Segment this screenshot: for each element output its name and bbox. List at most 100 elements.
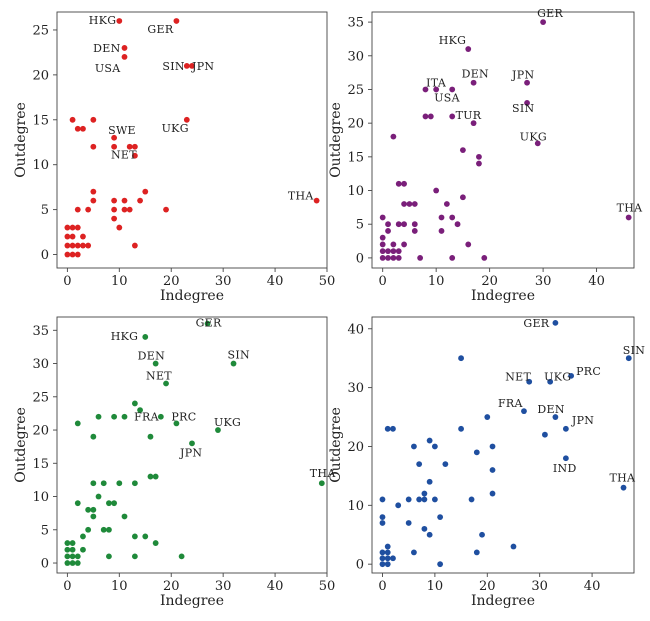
data-point <box>163 206 169 213</box>
data-point <box>178 553 185 560</box>
data-point <box>384 549 391 556</box>
point-label-net: NET <box>111 149 137 162</box>
data-point <box>431 443 438 450</box>
data-point <box>443 201 450 207</box>
data-point <box>379 549 386 556</box>
data-point <box>131 242 138 249</box>
point-label-sin: SIN <box>512 102 534 115</box>
y-tick-label: 30 <box>347 381 364 396</box>
y-tick-label: 25 <box>32 390 49 405</box>
data-point <box>395 180 402 187</box>
data-point <box>426 437 433 444</box>
x-tick-label: 20 <box>481 274 498 289</box>
data-point <box>90 143 97 150</box>
data-point <box>481 254 488 261</box>
data-point <box>379 496 386 503</box>
data-point <box>489 490 496 497</box>
data-point <box>69 546 76 553</box>
data-point <box>157 413 164 420</box>
data-point <box>74 224 81 231</box>
data-point <box>69 251 76 258</box>
y-tick-label: 10 <box>32 158 49 173</box>
point-label-den: DEN <box>462 68 489 81</box>
data-point <box>64 553 71 560</box>
data-point <box>431 496 438 503</box>
point-label-hkg: HKG <box>89 14 117 27</box>
data-point <box>131 400 138 407</box>
y-tick-label: 10 <box>32 490 49 505</box>
data-point <box>64 560 71 566</box>
y-tick-label: 20 <box>32 68 49 83</box>
data-point <box>421 496 428 503</box>
point-label-ger: GER <box>196 317 222 330</box>
data-point <box>479 531 485 538</box>
data-point <box>69 116 76 123</box>
data-point <box>111 197 118 204</box>
data-point <box>458 355 464 362</box>
data-point <box>484 414 491 420</box>
data-point <box>405 496 412 503</box>
data-point <box>390 241 397 248</box>
data-point <box>131 143 138 150</box>
x-axis-title: Indegree <box>471 593 535 609</box>
data-point <box>69 540 76 546</box>
data-point <box>449 113 456 120</box>
panel-top-left: 0 10 20 30 40 50 0 5 10 15 20 25 Indegree Outdegree HK… <box>13 11 335 304</box>
data-point <box>540 19 547 26</box>
data-point <box>422 113 429 120</box>
point-label-tha: THA <box>617 201 644 214</box>
data-point <box>116 224 123 231</box>
data-point <box>121 54 128 60</box>
data-point <box>449 254 456 261</box>
data-point <box>152 473 159 480</box>
data-point <box>379 248 386 255</box>
data-point <box>465 46 472 52</box>
point-label-jpn: JPN <box>191 60 214 73</box>
data-point <box>230 360 237 367</box>
y-tick-label: 5 <box>41 523 49 538</box>
x-tick-label: 0 <box>379 274 387 289</box>
data-point <box>147 473 154 480</box>
x-axis-title: Indegree <box>160 593 224 609</box>
x-tick-label: 20 <box>479 579 496 594</box>
data-point <box>142 533 149 540</box>
data-point <box>74 251 81 258</box>
data-point <box>90 197 97 204</box>
data-point <box>69 224 76 231</box>
data-point <box>111 413 118 420</box>
y-tick-label: 35 <box>32 324 49 339</box>
data-point <box>390 555 396 562</box>
data-point <box>433 86 440 93</box>
data-point <box>204 320 211 327</box>
data-point <box>69 233 76 240</box>
data-point <box>74 125 81 132</box>
data-point <box>74 553 81 560</box>
data-point <box>426 531 433 538</box>
data-point <box>547 378 554 385</box>
point-label-fra: FRA <box>134 411 160 424</box>
panel-bottom-right: 0 10 20 30 40 0 10 20 30 40 Indegree Outdegree GER SI… <box>328 316 645 609</box>
data-point <box>411 549 417 556</box>
data-point <box>163 380 169 387</box>
data-point <box>95 493 102 500</box>
point-label-net: NET <box>146 369 172 382</box>
data-point <box>100 480 107 487</box>
data-point <box>74 560 81 566</box>
data-point <box>64 540 71 546</box>
data-point <box>454 221 461 228</box>
data-point <box>401 201 407 207</box>
data-point <box>438 214 445 221</box>
data-point <box>401 241 407 248</box>
data-point <box>384 425 391 432</box>
point-label-ukg: UKG <box>520 130 547 143</box>
y-tick-label: 30 <box>347 49 364 64</box>
data-point <box>64 546 71 553</box>
y-tick-label: 20 <box>347 117 364 132</box>
x-tick-label: 40 <box>584 579 601 594</box>
data-point <box>442 461 449 468</box>
data-point <box>521 408 527 415</box>
data-point <box>183 116 190 123</box>
data-point <box>80 125 86 132</box>
data-point <box>313 197 320 204</box>
